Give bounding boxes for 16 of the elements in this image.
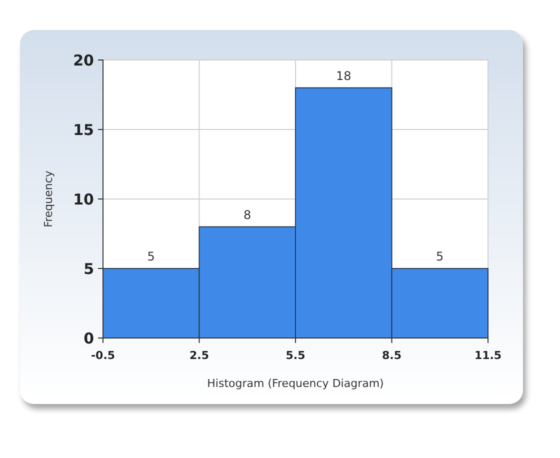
x-axis-title: Histogram (Frequency Diagram) [207,377,384,390]
y-tick-label: 15 [73,120,94,139]
y-tick-label: 5 [84,260,94,278]
data-label: 5 [436,250,444,264]
y-tick-label: 0 [84,329,94,348]
data-label: 8 [244,208,252,222]
y-tick-label: 20 [73,51,94,70]
x-tick-label: 11.5 [474,349,502,362]
x-tick-label: 5.5 [286,349,306,362]
data-label: 18 [336,68,352,83]
y-axis-title: Frequency [42,170,55,228]
x-tick-label: 8.5 [382,349,402,362]
y-tick-label: 10 [73,190,94,208]
x-tick-label: -0.5 [90,349,116,362]
data-label: 5 [147,250,155,264]
x-tick-label: 2.5 [190,349,209,362]
